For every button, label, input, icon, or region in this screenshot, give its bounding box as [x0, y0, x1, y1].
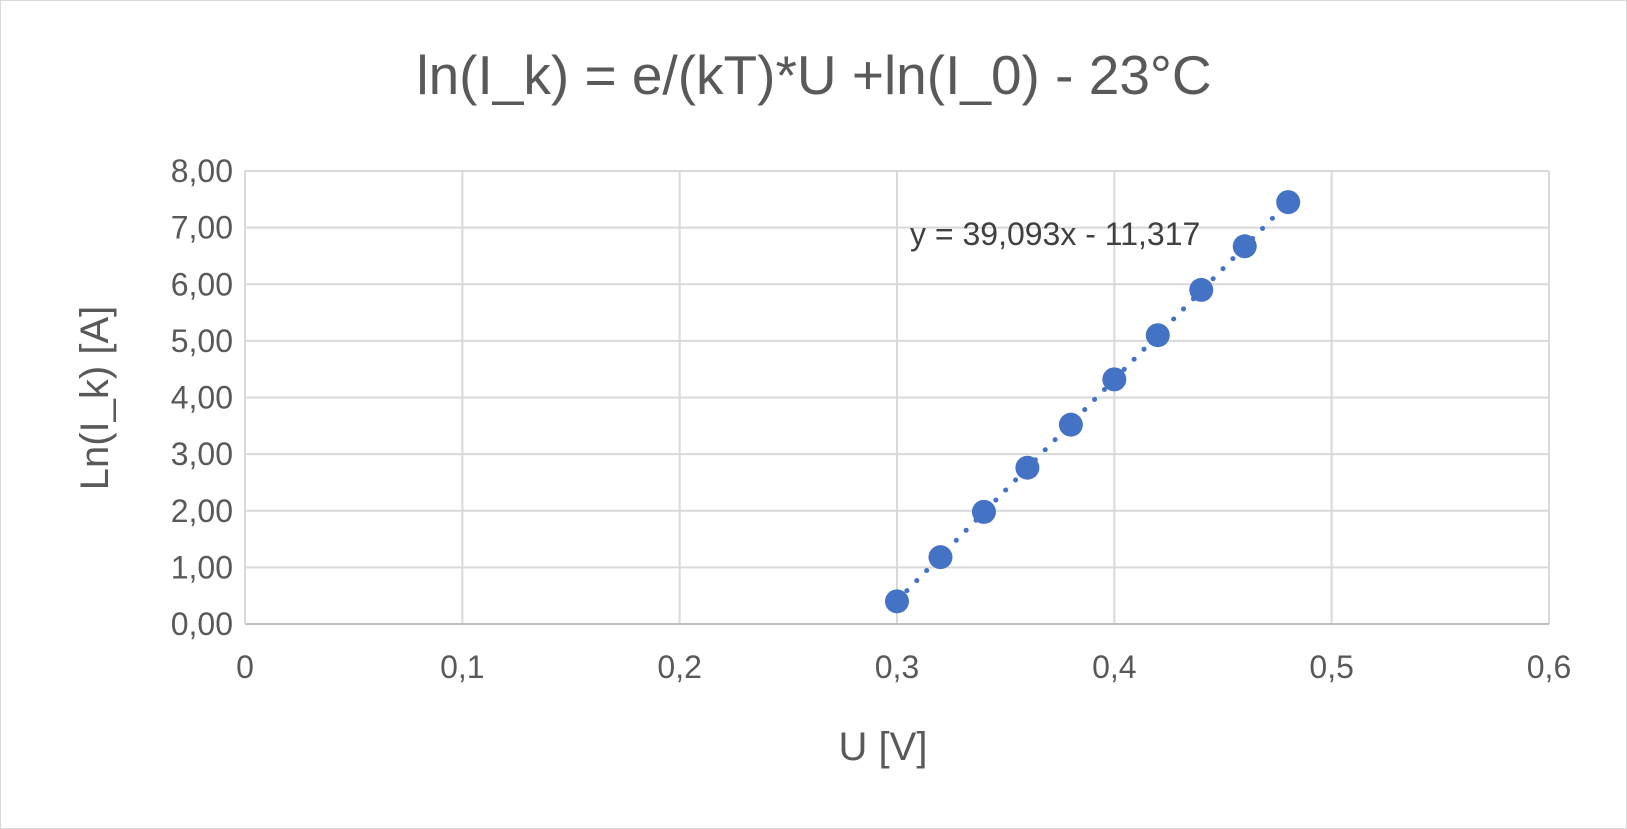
data-point: [928, 545, 953, 570]
data-points: [885, 190, 1301, 614]
y-tick-label: 2,00: [171, 493, 233, 529]
trendline-equation: y = 39,093x - 11,317: [910, 216, 1200, 252]
x-tick-label: 0: [236, 649, 254, 685]
y-tick-label: 1,00: [171, 549, 233, 585]
data-point: [885, 589, 909, 614]
x-tick-label: 0,4: [1092, 649, 1136, 685]
y-tick-label: 5,00: [171, 323, 233, 359]
y-axis-title: Ln(I_k) [A]: [73, 306, 117, 491]
data-point: [971, 499, 996, 524]
y-tick-label: 3,00: [171, 436, 233, 472]
data-point: [1102, 367, 1127, 392]
trendline-layer: [894, 199, 1291, 604]
x-tick-label: 0,6: [1527, 649, 1571, 685]
grid: [245, 170, 1550, 624]
y-tick-label: 0,00: [171, 606, 233, 642]
y-tick-label: 8,00: [171, 153, 233, 189]
axes: 0,00 1,00 2,00 3,00 4,00 5,00 6,00 7,00 8,00 0 0,1…: [171, 153, 1572, 685]
y-tick-label: 6,00: [171, 266, 233, 302]
data-point: [1015, 455, 1040, 480]
data-point: [1232, 234, 1257, 259]
x-tick-label: 0,5: [1309, 649, 1353, 685]
x-tick-label: 0,3: [875, 649, 919, 685]
data-point: [1058, 412, 1083, 437]
x-tick-label: 0,1: [440, 649, 484, 685]
x-tick-label: 0,2: [657, 649, 701, 685]
data-point: [1276, 190, 1301, 215]
chart-title: ln(I_k) = e/(kT)*U +ln(I_0) - 23°C: [416, 44, 1211, 106]
trendline: [894, 199, 1291, 604]
x-axis-title: U [V]: [839, 725, 928, 769]
y-tick-label: 4,00: [171, 380, 233, 416]
y-tick-label: 7,00: [171, 210, 233, 246]
data-point: [1189, 277, 1214, 302]
data-point: [1145, 323, 1170, 348]
